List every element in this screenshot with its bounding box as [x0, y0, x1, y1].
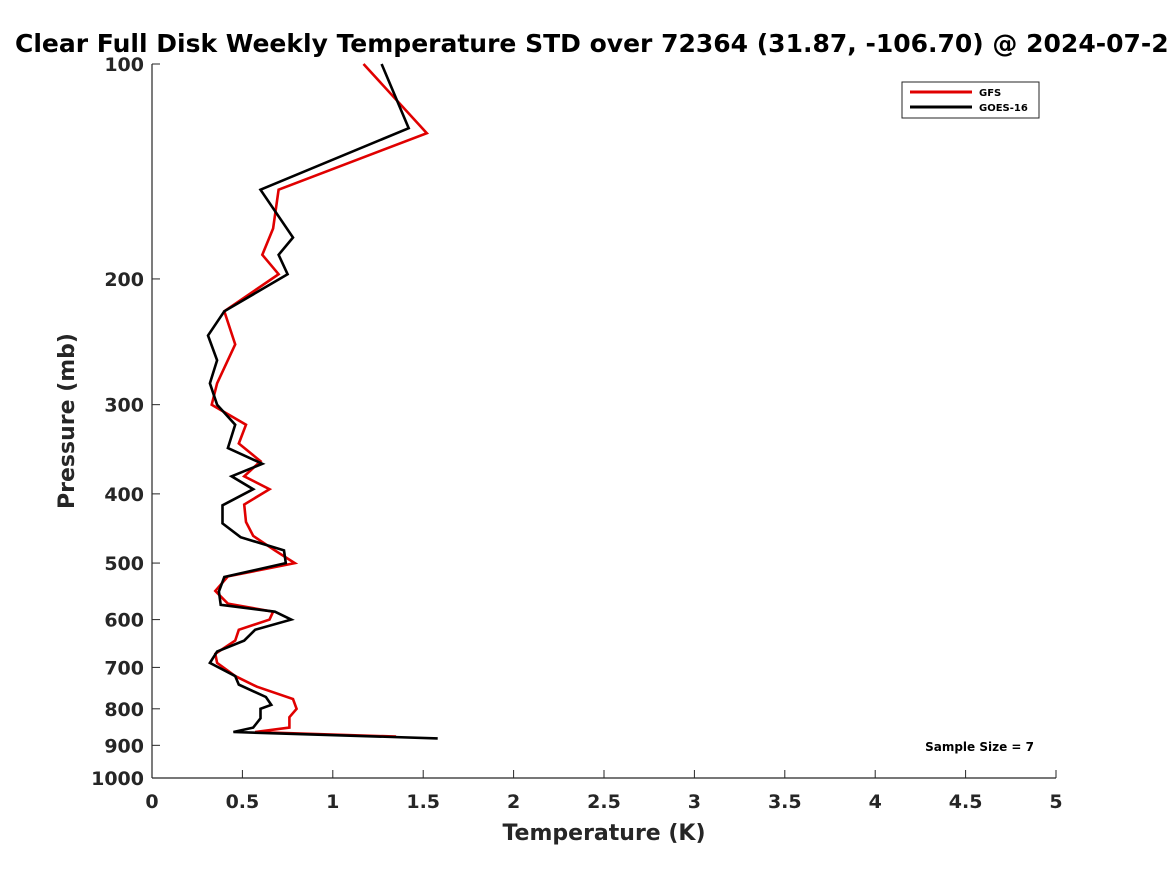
x-tick-label: 0	[145, 791, 158, 813]
x-tick-label: 2.5	[587, 791, 621, 813]
x-tick-label: 1.5	[406, 791, 440, 813]
y-tick-label: 400	[104, 484, 144, 506]
y-tick-label: 200	[104, 269, 144, 291]
x-tick-group: 0 0.5 1 1.5 2 2.5 3 3.5 4 4.5 5	[145, 770, 1063, 813]
y-tick-group: 100 200 300 400 500 600 700 800 900 1000	[91, 54, 160, 790]
x-tick-label: 1	[326, 791, 339, 813]
y-tick-label: 700	[104, 657, 144, 679]
legend-box	[901, 81, 1040, 119]
x-tick-label: 2	[507, 791, 520, 813]
y-tick-label: 600	[104, 610, 144, 632]
y-tick-label: 100	[104, 54, 144, 76]
legend: GFS GOES-16	[901, 81, 1040, 119]
x-axis-label: Temperature (K)	[502, 821, 705, 846]
y-tick-label: 900	[104, 735, 144, 757]
y-tick-label: 300	[104, 395, 144, 417]
x-tick-label: 4	[869, 791, 882, 813]
y-tick-label: 500	[104, 553, 144, 575]
chart-title: Clear Full Disk Weekly Temperature STD o…	[15, 29, 1167, 58]
series-line-goes-16	[206, 63, 438, 740]
legend-entry-goes-16: GOES-16	[979, 103, 1028, 114]
y-axis-label: Pressure (mb)	[55, 333, 80, 509]
legend-entry-gfs: GFS	[979, 88, 1001, 99]
x-tick-label: 3	[688, 791, 701, 813]
sample-size-annotation: Sample Size = 7	[925, 740, 1034, 754]
y-tick-label: 800	[104, 699, 144, 721]
x-tick-label: 0.5	[226, 791, 260, 813]
series-layer	[206, 63, 438, 740]
x-tick-label: 5	[1049, 791, 1062, 813]
y-tick-label: 1000	[91, 768, 144, 790]
x-tick-label: 4.5	[949, 791, 983, 813]
x-tick-label: 3.5	[768, 791, 802, 813]
